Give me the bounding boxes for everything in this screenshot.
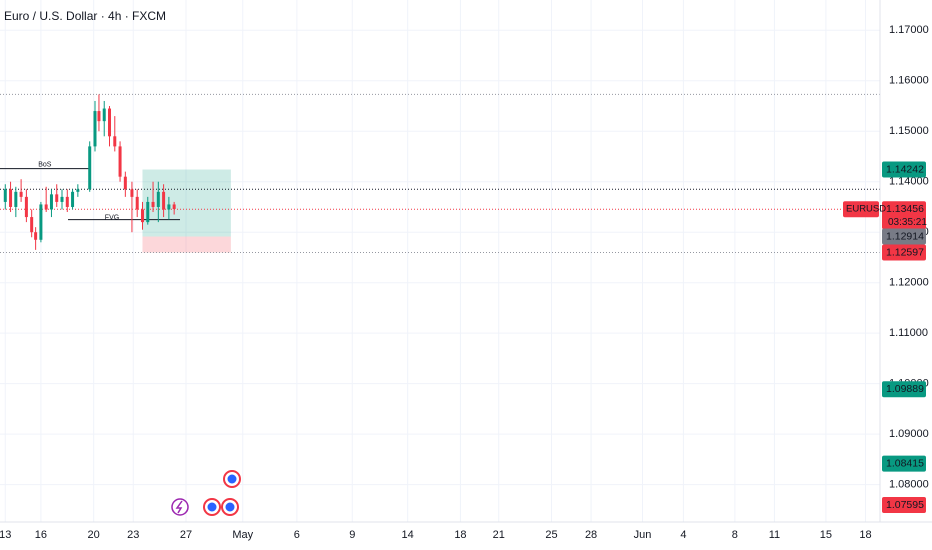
x-tick-label: 18 <box>454 529 466 541</box>
price-label: 1.09889 <box>886 383 924 395</box>
candle-body <box>14 191 18 207</box>
x-tick-label: 28 <box>585 529 597 541</box>
candle-body <box>140 209 144 223</box>
price-label: 1.07595 <box>886 499 924 511</box>
candle-body <box>172 204 176 209</box>
x-tick-label: Jun <box>634 529 652 541</box>
candle-body <box>151 201 155 207</box>
x-tick-label: 16 <box>35 529 47 541</box>
chart-title: Euro / U.S. Dollar · 4h · FXCM <box>4 9 166 23</box>
y-tick-label: 1.16000 <box>889 75 929 87</box>
x-tick-label: 11 <box>769 529 780 541</box>
fvg-label: FVG <box>105 214 119 221</box>
x-tick-label: 15 <box>820 529 832 541</box>
position-profit <box>142 169 231 237</box>
candle-body <box>156 191 160 207</box>
candle-body <box>162 191 166 210</box>
y-tick-label: 1.14000 <box>889 176 929 188</box>
price-label-box <box>882 381 926 398</box>
x-tick-label: 4 <box>680 529 686 541</box>
x-tick-label: 25 <box>545 529 557 541</box>
position-loss <box>142 236 231 253</box>
candle-body <box>146 201 150 223</box>
candle-body <box>65 196 69 207</box>
symbol-label-box <box>843 201 879 218</box>
candle-body <box>97 111 101 122</box>
x-tick-label: 6 <box>294 529 300 541</box>
candle-body <box>49 194 53 210</box>
candle-body <box>34 232 38 240</box>
price-label-box <box>882 201 926 230</box>
price-label: 1.12597 <box>886 246 924 258</box>
candle-body <box>118 146 122 177</box>
candle-body <box>30 217 34 233</box>
price-label: 1.14242 <box>886 163 924 175</box>
candle-body <box>102 108 106 122</box>
price-label-box <box>882 455 926 472</box>
x-tick-label: May <box>232 529 253 541</box>
event-icon <box>225 502 235 512</box>
events <box>171 470 241 516</box>
candle-body <box>60 196 64 202</box>
price-label-box <box>882 228 926 245</box>
x-tick-label: 13 <box>0 529 11 541</box>
x-tick-label: 18 <box>859 529 871 541</box>
candle-body <box>71 191 75 207</box>
candle-body <box>135 196 139 210</box>
candle-body <box>130 189 134 197</box>
bos-label: BoS <box>38 161 52 168</box>
price-label-box <box>882 497 926 514</box>
price-label: 1.12914 <box>886 230 924 242</box>
candle-body <box>19 191 23 197</box>
x-tick-label: 20 <box>88 529 100 541</box>
candle-body <box>167 204 171 210</box>
event-icon <box>227 474 237 484</box>
x-tick-label: 27 <box>180 529 192 541</box>
candle-body <box>3 189 7 202</box>
event-icon <box>207 502 217 512</box>
candle-body <box>76 189 80 192</box>
candle-body <box>88 146 92 190</box>
x-tick-label: 9 <box>349 529 355 541</box>
x-tick-label: 14 <box>402 529 414 541</box>
x-tick-label: 8 <box>732 529 738 541</box>
price-label: 1.13456 <box>886 203 924 215</box>
countdown: 03:35:21 <box>888 217 927 228</box>
price-label: 1.08415 <box>886 457 924 469</box>
y-tick-label: 1.12000 <box>889 277 929 289</box>
event-icon <box>171 498 189 516</box>
candle-body <box>39 204 43 240</box>
x-tick-label: 21 <box>493 529 505 541</box>
candle-body <box>113 136 117 147</box>
x-tick-label: 23 <box>127 529 139 541</box>
candle-body <box>123 176 127 190</box>
symbol-label: EURUSD <box>846 204 886 215</box>
candle-body <box>44 204 48 210</box>
y-tick-label: 1.08000 <box>889 479 929 491</box>
candle-body <box>55 194 59 202</box>
y-tick-label: 1.17000 <box>889 24 929 36</box>
price-label-box <box>882 161 926 178</box>
candle-body <box>108 108 112 137</box>
candle-body <box>24 196 28 218</box>
y-tick-label: 1.09000 <box>889 428 929 440</box>
price-label-box <box>882 244 926 261</box>
event-icon <box>175 500 183 514</box>
y-tick-label: 1.11000 <box>889 327 928 339</box>
candle-body <box>93 111 97 147</box>
candle-body <box>9 189 13 207</box>
y-tick-label: 1.15000 <box>889 125 929 137</box>
